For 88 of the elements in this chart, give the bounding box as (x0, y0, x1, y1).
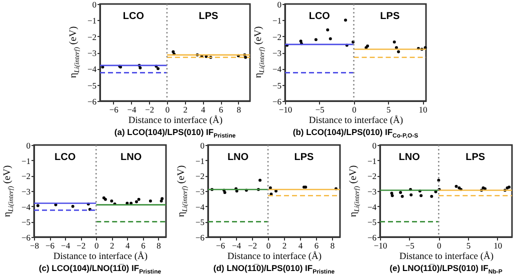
x-axis-title: Distance to interface (Å) (308, 115, 404, 126)
y-tick-label: −1 (272, 16, 282, 26)
y-tick-label: −2 (272, 32, 282, 42)
y-tick-label: −1 (21, 156, 30, 166)
x-tick-label: −6 (46, 240, 55, 250)
annotation: LPS (198, 11, 219, 22)
y-tick-label: −6 (21, 232, 30, 242)
annotation: LPS (380, 11, 400, 22)
y-tick-label: −5 (87, 80, 96, 90)
x-tick-label: −4 (61, 240, 71, 250)
x-tick-label: −6 (109, 104, 118, 114)
y-tick-label: −2 (21, 171, 30, 182)
x-tick-label: −5 (405, 240, 414, 250)
x-axis-title: Distance to interface (Å) (53, 251, 148, 262)
x-tick-label: −5 (315, 104, 324, 114)
annotation: LCO (308, 11, 330, 22)
y-tick-label: −2 (87, 32, 96, 42)
y-tick-label: −6 (367, 232, 376, 242)
y-tick-label: −4 (195, 202, 206, 212)
x-tick-label: 10 (418, 104, 428, 114)
x-tick-label: −2 (145, 104, 154, 114)
y-tick-label: −6 (87, 96, 96, 106)
x-tick-label: 0 (165, 104, 170, 114)
y-tick-label: −6 (195, 232, 204, 242)
annotation: LPS (466, 152, 486, 163)
x-tick-label: −6 (216, 240, 226, 250)
x-tick-label: 6 (218, 104, 224, 114)
x-tick-label: 6 (314, 240, 319, 250)
y-tick-label: −4 (272, 64, 282, 74)
y-tick-label: −5 (272, 80, 282, 90)
x-tick-label: −2 (76, 240, 86, 250)
y-tick-label: −1 (195, 156, 204, 166)
annotation: LPS (294, 152, 314, 163)
y-tick-label: −1 (367, 156, 376, 166)
annotation: LCO (54, 152, 76, 163)
x-tick-label: −4 (232, 240, 242, 250)
x-axis-title: Distance to interface (Å) (128, 115, 223, 126)
text: (d) LNO(11̅0)/LPS(010) IF$_{Pristine}$ (212, 263, 336, 275)
y-tick-label: −3 (21, 186, 30, 196)
x-tick-label: −10 (278, 104, 292, 114)
x-tick-label: 0 (352, 104, 356, 114)
x-tick-label: 4 (201, 104, 206, 114)
y-tick-label: −2 (367, 171, 376, 182)
x-tick-label: −2 (248, 240, 258, 250)
y-tick-label: −1 (87, 16, 96, 26)
y-tick-label: −2 (195, 171, 204, 182)
y-tick-label: 0 (277, 0, 282, 10)
x-tick-label: 2 (110, 240, 114, 250)
annotation: LCO (122, 11, 144, 22)
y-tick-label: −5 (21, 217, 30, 228)
y-tick-label: −3 (272, 48, 282, 58)
x-tick-label: −10 (374, 240, 388, 250)
annotation: LNO (227, 152, 249, 163)
annotation: LNO (398, 152, 420, 163)
x-tick-label: 2 (282, 240, 287, 250)
x-tick-label: 2 (183, 104, 188, 114)
annotation: LNO (120, 152, 142, 163)
y-tick-label: −4 (367, 202, 378, 212)
text: (a) LCO(104)/LPS(010) IF$_{Pristine}$ (113, 127, 237, 140)
y-tick-label: 0 (92, 0, 96, 10)
x-tick-label: 5 (386, 104, 391, 114)
text: (e) LNO(11̅0)/LPS(010) IF$_{Nb-P}$ (388, 263, 504, 275)
x-tick-label: −4 (127, 104, 138, 114)
x-tick-label: 8 (236, 104, 242, 114)
text: (b) LCO(104)/LPS(010) IF$_{Co-P,O-S}$ (292, 127, 420, 140)
x-tick-label: 4 (126, 240, 131, 250)
x-tick-label: 8 (156, 240, 161, 250)
x-axis-title: Distance to interface (Å) (399, 251, 494, 262)
y-tick-label: 0 (372, 140, 376, 150)
x-tick-label: 10 (494, 240, 502, 250)
x-tick-label: 6 (141, 240, 146, 250)
x-tick-label: −8 (30, 240, 40, 250)
y-tick-label: −4 (87, 64, 98, 74)
x-tick-label: 4 (298, 240, 304, 250)
y-tick-label: −3 (195, 186, 204, 196)
y-tick-label: −6 (272, 96, 282, 106)
y-tick-label: −5 (367, 217, 376, 228)
text: (c) LCO(104)/LNO(11̅0) IF$_{Pristine}$ (38, 263, 162, 275)
y-tick-label: −5 (195, 217, 204, 228)
y-tick-label: 0 (26, 140, 30, 150)
y-tick-label: −3 (367, 186, 376, 196)
x-tick-label: 5 (466, 240, 471, 250)
x-axis-title: Distance to interface (Å) (227, 251, 322, 262)
y-tick-label: −3 (87, 48, 96, 58)
x-tick-label: 0 (437, 240, 442, 250)
y-tick-label: −4 (21, 202, 32, 212)
x-tick-label: 8 (330, 240, 335, 250)
y-tick-label: 0 (200, 140, 204, 150)
